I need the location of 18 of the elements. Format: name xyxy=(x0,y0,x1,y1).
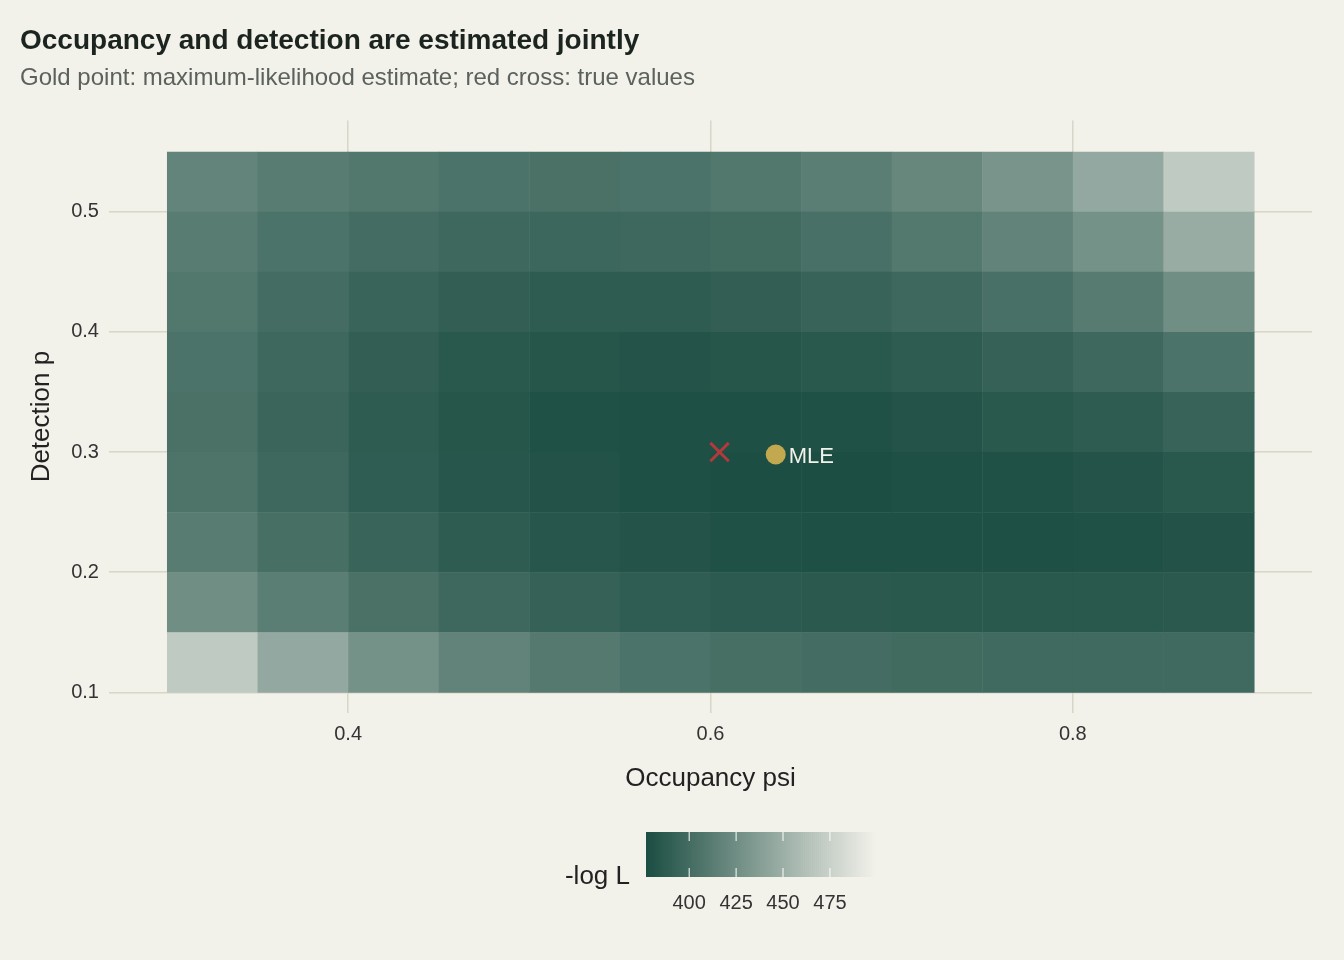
y-tick-label: 0.4 xyxy=(71,319,99,342)
y-tick-label: 0.1 xyxy=(71,679,99,702)
y-tick-label: 0.2 xyxy=(71,559,99,582)
chart-subtitle: Gold point: maximum-likelihood estimate; red cross: true values xyxy=(20,62,695,90)
color-bar-label: 425 xyxy=(719,890,753,913)
x-tick-label: 0.4 xyxy=(334,722,363,745)
color-bar-title: -log L xyxy=(564,860,630,891)
color-bar-label: 450 xyxy=(766,890,800,913)
annotation: MLE xyxy=(788,442,834,468)
y-tick-label: 0.3 xyxy=(71,439,99,462)
x-axis-title: Occupancy psi xyxy=(625,761,796,792)
color-bar-label: 475 xyxy=(813,890,847,913)
x-tick-label: 0.8 xyxy=(1058,722,1087,745)
color-bar-label: 400 xyxy=(672,890,706,913)
y-axis-title: Detection p xyxy=(24,350,55,483)
y-tick-label: 0.5 xyxy=(71,199,99,222)
x-tick-label: 0.6 xyxy=(696,722,725,745)
chart-title: Occupancy and detection are estimated jointly xyxy=(20,23,640,55)
